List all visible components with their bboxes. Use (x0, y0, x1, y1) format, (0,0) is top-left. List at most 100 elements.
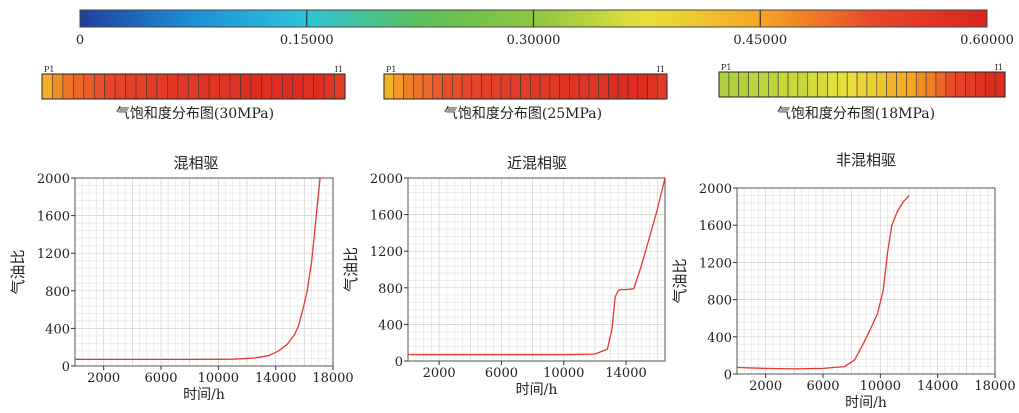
strip-cell (282, 73, 294, 100)
chart-title: 非混相驱 (836, 151, 896, 169)
y-tick-label: 1600 (370, 209, 403, 224)
colorbar-tick-label: 0.45000 (733, 33, 787, 48)
saturation-strip: P1 I1 气饱和度分布图(25MPa) (383, 65, 668, 122)
strip-cell (738, 71, 749, 98)
strip-cell (975, 71, 986, 98)
y-tick-label: 800 (378, 282, 403, 297)
strip-cell (491, 73, 502, 100)
strip-cell (637, 73, 648, 100)
strip-cell (208, 73, 220, 100)
strip-cell (530, 73, 541, 100)
strip-cell (41, 73, 53, 100)
strip-cell (114, 73, 126, 100)
gor-chart: 0 400 800 1200 1600 2000 2000 6000 10000 14000 180… (671, 151, 1016, 411)
strip-cell (994, 71, 1006, 98)
strip-cell (797, 71, 809, 98)
strip-cell (167, 73, 179, 100)
strip-cell (777, 71, 789, 98)
y-tick-label: 1200 (370, 245, 403, 260)
gor-series-line (408, 177, 666, 356)
strip-cell (471, 73, 482, 100)
colorbar-ticks: 0 0.15000 0.30000 0.45000 0.60000 (76, 10, 1014, 48)
colorbar: 0 0.15000 0.30000 0.45000 0.60000 (76, 9, 1014, 48)
x-tick-label: 6000 (806, 379, 839, 394)
plot-frame (407, 177, 666, 362)
strip-cell (549, 73, 560, 100)
y-tick-label: 0 (395, 355, 403, 370)
strip-cell (500, 73, 512, 100)
strip-cell (876, 71, 887, 98)
x-tick-label: 6000 (485, 366, 518, 381)
colorbar-tick-label: 0.60000 (960, 33, 1014, 48)
strip-cell (442, 73, 453, 100)
strip-start-label: P1 (386, 65, 396, 74)
y-tick-label: 1600 (37, 210, 70, 225)
strip-caption: 气饱和度分布图(25MPa) (444, 106, 602, 122)
strip-cell (837, 71, 848, 98)
strip-start-label: P1 (44, 65, 54, 74)
strip-cell (452, 73, 463, 100)
gor-charts: 0 400 800 1200 1600 2000 2000 6000 10000 14000 180… (9, 151, 1016, 411)
y-axis-label: 气油比 (342, 247, 360, 292)
strip-cell (323, 73, 335, 100)
strip-start-label: P1 (721, 63, 731, 72)
strip-cell (886, 71, 897, 98)
strip-cell (846, 71, 858, 98)
x-axis-label: 时间/h (516, 382, 558, 398)
y-tick-label: 800 (707, 294, 732, 309)
strip-cell (807, 71, 818, 98)
strip-cell (83, 73, 95, 100)
plot-frame (736, 187, 996, 375)
strip-cell (984, 71, 996, 98)
strip-cell (219, 73, 231, 100)
strip-cell (827, 71, 838, 98)
gor-series-line (736, 194, 910, 370)
x-axis-label: 时间/h (845, 395, 887, 411)
x-tick-label: 18000 (974, 379, 1015, 394)
y-tick-label: 400 (45, 322, 70, 337)
strip-cell (906, 71, 917, 98)
strip-cell (510, 73, 521, 100)
x-tick-label: 2000 (423, 366, 456, 381)
x-tick-label: 10000 (860, 379, 901, 394)
x-tick-label: 6000 (144, 371, 177, 386)
strip-cell (866, 71, 878, 98)
strip-cell (617, 73, 629, 100)
strip-cell (412, 73, 424, 100)
y-tick-label: 0 (62, 360, 70, 375)
strip-cell (627, 73, 639, 100)
y-tick-label: 0 (724, 368, 732, 383)
strip-cell (261, 73, 273, 100)
saturation-strip: P1 I1 气饱和度分布图(30MPa) (41, 65, 346, 122)
y-tick-label: 400 (378, 318, 403, 333)
x-tick-label: 14000 (605, 366, 646, 381)
strip-cell (935, 71, 947, 98)
strip-cell (198, 73, 210, 100)
strip-cell (422, 73, 434, 100)
y-axis-label: 气油比 (9, 249, 27, 294)
colorbar-tick-label: 0 (76, 33, 84, 48)
gor-chart: 0 400 800 1200 1600 2000 2000 6000 10000 14000 180… (9, 154, 354, 403)
strip-cell (559, 73, 570, 100)
x-tick-label: 10000 (198, 371, 239, 386)
strip-cell (461, 73, 473, 100)
gor-chart: 0 400 800 1200 1600 2000 2000 6000 10000 14000 近混相… (342, 154, 666, 398)
plot-frame (74, 177, 334, 367)
strip-cell (271, 73, 283, 100)
strip-cell (647, 73, 658, 100)
strip-cell (608, 73, 619, 100)
strip-cell (965, 71, 976, 98)
y-tick-label: 800 (45, 285, 70, 300)
strip-end-label: I1 (995, 63, 1003, 72)
strip-cell (598, 73, 609, 100)
strip-end-label: I1 (335, 65, 343, 74)
strip-cell (313, 73, 325, 100)
strip-cell (73, 73, 85, 100)
saturation-strips: P1 I1 气饱和度分布图(30MPa) P1 I1 气饱和度分布图(25MPa) P1 I1… (41, 63, 1006, 122)
strip-cell (334, 73, 346, 100)
strip-cell (925, 71, 937, 98)
strip-cell (187, 73, 200, 100)
strip-cell (748, 71, 759, 98)
strip-cell (240, 73, 252, 100)
strip-cell (856, 71, 868, 98)
